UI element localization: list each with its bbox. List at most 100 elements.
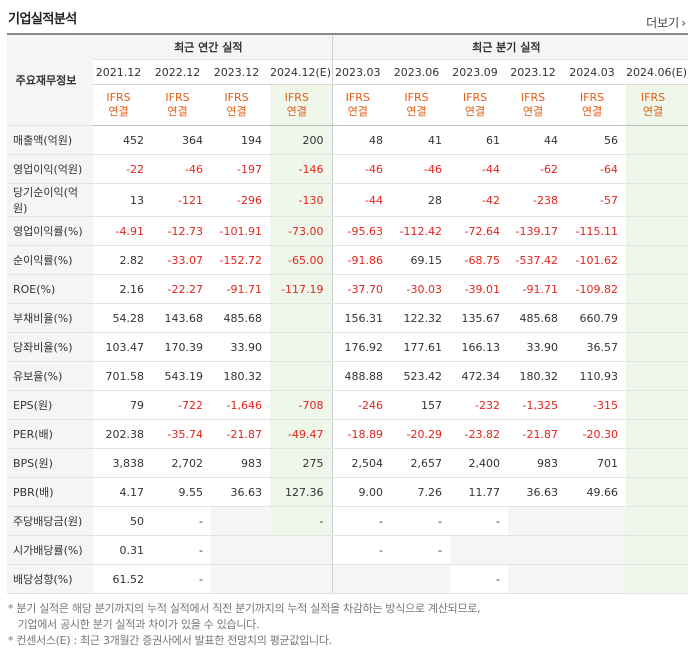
table-cell: -	[152, 535, 211, 565]
table-cell: -68.75	[450, 245, 509, 275]
table-cell: -537.42	[508, 245, 567, 275]
table-cell	[566, 506, 627, 536]
table-cell: 170.39	[152, 332, 211, 362]
table-cell: -22.27	[152, 274, 211, 304]
table-row: 당좌비율(%) 103.47 170.39 33.90 176.92 177.61 166.…	[7, 332, 689, 362]
period-header: 2022.12	[152, 59, 211, 85]
basis-bottom: 연결	[167, 105, 188, 118]
row-label: BPS(원)	[7, 448, 93, 478]
table-cell: 13	[93, 183, 152, 217]
table-cell: 701	[566, 448, 627, 478]
table-cell: -22	[93, 154, 152, 184]
table-cell: -197	[211, 154, 270, 184]
table-cell: -246	[331, 390, 392, 420]
table-cell: 9.00	[331, 477, 392, 507]
table-cell	[626, 216, 689, 246]
table-cell: -296	[211, 183, 270, 217]
financial-table: 주요재무정보 최근 연간 실적 최근 분기 실적 2021.12 2022.12 2…	[7, 33, 689, 594]
table-cell: -30.03	[391, 274, 451, 304]
table-cell: -121	[152, 183, 211, 217]
basis-top: IFRS	[345, 91, 370, 104]
table-cell: -	[391, 506, 451, 536]
table-cell: 61	[450, 125, 509, 155]
basis-top: IFRS	[404, 91, 429, 104]
table-cell: -	[331, 506, 392, 536]
table-cell	[626, 564, 689, 594]
table-cell: -35.74	[152, 419, 211, 449]
table-cell: 79	[93, 390, 152, 420]
basis-bottom: 연결	[464, 105, 486, 118]
table-cell: 33.90	[508, 332, 567, 362]
basis-top: IFRS	[579, 91, 605, 104]
table-cell	[270, 535, 333, 565]
basis-header: IFRS 연결	[331, 84, 392, 126]
table-row: 영업이익(억원) -22 -46 -197 -146 -46 -46 -44 -62 -64	[7, 154, 689, 184]
table-cell: -91.86	[331, 245, 392, 275]
row-label: 순이익률(%)	[7, 245, 93, 275]
table-cell: 202.38	[93, 419, 152, 449]
table-cell: 472.34	[450, 361, 509, 391]
table-cell: 983	[508, 448, 567, 478]
table-cell: -115.11	[566, 216, 627, 246]
table-cell: -708	[270, 390, 333, 420]
table-cell: 166.13	[450, 332, 509, 362]
basis-top: IFRS	[165, 91, 190, 104]
table-cell: 485.68	[508, 303, 567, 333]
table-cell: 50	[93, 506, 152, 536]
table-cell: 127.36	[270, 477, 333, 507]
table-cell: -64	[566, 154, 627, 184]
table-row: 부채비율(%) 54.28 143.68 485.68 156.31 122.32 135.…	[7, 303, 689, 333]
table-cell: 485.68	[211, 303, 270, 333]
row-label: 주당배당금(원)	[7, 506, 93, 536]
basis-top: IFRS	[224, 91, 249, 104]
table-cell: -12.73	[152, 216, 211, 246]
table-cell	[508, 535, 567, 565]
table-cell: 452	[93, 125, 152, 155]
table-cell: 157	[391, 390, 451, 420]
row-label: 유보율(%)	[7, 361, 93, 391]
table-cell: 36.57	[566, 332, 627, 362]
basis-header: IFRS 연결	[450, 84, 509, 126]
table-cell	[626, 125, 689, 155]
table-cell	[211, 564, 270, 594]
table-cell: 56	[566, 125, 627, 155]
row-label: 부채비율(%)	[7, 303, 93, 333]
basis-header: IFRS 연결	[626, 84, 689, 126]
table-cell: -1,646	[211, 390, 270, 420]
table-cell: -146	[270, 154, 333, 184]
table-cell: 54.28	[93, 303, 152, 333]
row-label: 당좌비율(%)	[7, 332, 93, 362]
table-cell	[508, 506, 567, 536]
table-cell: -46	[391, 154, 451, 184]
table-cell: 4.17	[93, 477, 152, 507]
table-cell: 3,838	[93, 448, 152, 478]
table-row: PER(배) 202.38 -35.74 -21.87 -49.47 -18.89 -20.…	[7, 419, 689, 449]
table-cell	[391, 564, 451, 594]
table-cell: -44	[450, 154, 509, 184]
table-cell	[566, 535, 627, 565]
table-cell: 0.31	[93, 535, 152, 565]
period-header: 2023.09	[450, 59, 509, 85]
table-cell	[331, 564, 392, 594]
table-cell: 2.82	[93, 245, 152, 275]
basis-bottom: 연결	[347, 105, 368, 118]
table-cell: 2,657	[391, 448, 451, 478]
table-cell	[626, 448, 689, 478]
table-cell: 156.31	[331, 303, 392, 333]
table-cell	[270, 361, 333, 391]
table-cell	[566, 564, 627, 594]
table-cell: -20.30	[566, 419, 627, 449]
table-cell: 2,400	[450, 448, 509, 478]
row-label: EPS(원)	[7, 390, 93, 420]
table-cell: -101.62	[566, 245, 627, 275]
basis-bottom: 연결	[581, 105, 603, 118]
table-cell	[270, 564, 333, 594]
period-header: 2021.12	[93, 59, 152, 85]
period-header: 2023.06	[391, 59, 451, 85]
more-link[interactable]: 더보기 ›	[646, 14, 686, 31]
table-cell: -91.71	[508, 274, 567, 304]
basis-top: IFRS	[106, 91, 131, 104]
table-cell: -49.47	[270, 419, 333, 449]
table-cell	[626, 332, 689, 362]
